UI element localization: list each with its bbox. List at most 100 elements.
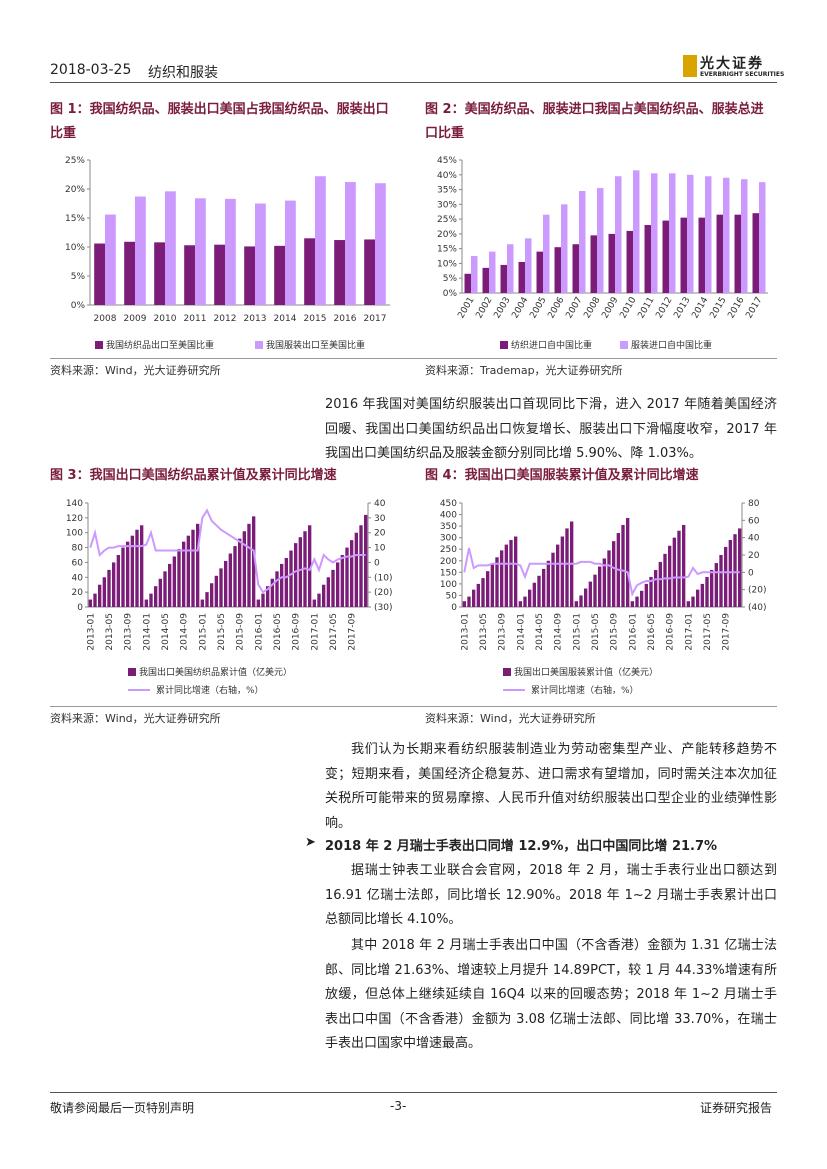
x-tick-label: 2017 [744, 296, 764, 321]
bullet-heading: 2018 年 2 月瑞士手表出口同增 12.9%，出口中国同比增 21.7% [325, 839, 718, 854]
bar [228, 553, 233, 607]
bar [677, 530, 681, 607]
x-tick-label: 2010 [618, 295, 638, 320]
y-tick-label: 0 [77, 603, 83, 613]
bar [167, 563, 172, 607]
x-tick-label: 2007 [564, 296, 584, 321]
bar [705, 176, 712, 293]
bar [105, 214, 116, 305]
x-tick-label: 2009 [124, 314, 147, 324]
bar [135, 529, 139, 607]
bar [555, 544, 560, 607]
bar [307, 525, 312, 607]
x-tick-label: 2015-09 [610, 613, 620, 651]
bar [165, 191, 176, 305]
header-date: 2018-03-25 [50, 62, 132, 78]
legend-swatch [128, 668, 136, 676]
bar [716, 214, 723, 293]
bar [364, 239, 375, 305]
bar [663, 553, 667, 607]
bar [523, 596, 527, 607]
bar [270, 578, 275, 607]
bar [574, 601, 579, 607]
bar [579, 191, 586, 293]
y2-tick-label: (20) [374, 588, 392, 598]
x-tick-label: 2014-09 [180, 613, 190, 651]
bar [237, 538, 242, 607]
bar [507, 244, 514, 293]
y2-tick-label: (40) [748, 603, 766, 613]
bar [242, 531, 247, 607]
bar [195, 523, 200, 607]
y-tick-label: 25% [437, 215, 457, 225]
x-tick-label: 2011 [636, 296, 656, 321]
bar [680, 217, 687, 293]
bar [579, 595, 583, 607]
y2-tick-label: 10 [374, 544, 386, 554]
legend-label: 服装进口自中国比重 [631, 339, 712, 351]
bar [186, 535, 191, 607]
bar [633, 170, 640, 293]
bar [88, 599, 93, 607]
bar [546, 560, 551, 607]
bar [177, 549, 181, 607]
bar [256, 599, 261, 607]
bar [195, 198, 206, 305]
bar [209, 583, 214, 607]
bar [686, 601, 691, 607]
x-tick-label: 2017-09 [722, 613, 732, 651]
bar [130, 535, 135, 607]
x-tick-label: 2008 [582, 295, 602, 320]
bar [321, 584, 326, 607]
bar [608, 233, 615, 293]
x-tick-label: 2015-09 [236, 613, 246, 651]
figure-title: 图 3：我国出口美国纺织品累计值及累计同比增速 [50, 468, 337, 483]
bar [163, 571, 167, 607]
bar [597, 566, 602, 607]
bar [518, 261, 525, 293]
x-tick-label: 2013-09 [124, 613, 134, 651]
y-tick-label: 150 [440, 568, 457, 578]
bar [116, 555, 121, 607]
bar [719, 555, 723, 607]
bar [698, 217, 705, 293]
x-tick-label: 2016-09 [666, 613, 676, 651]
x-tick-label: 2013-01 [86, 613, 96, 651]
y-tick-label: 0 [451, 603, 457, 613]
bar [97, 584, 102, 607]
x-tick-label: 2013-05 [479, 613, 489, 651]
y-tick-label: 100 [66, 529, 83, 539]
bar [687, 174, 694, 293]
bar [588, 581, 593, 607]
bar [489, 251, 496, 293]
y-tick-label: 5% [71, 272, 86, 282]
bar [681, 524, 686, 607]
x-tick-label: 2013 [244, 314, 267, 324]
bar [149, 593, 153, 607]
bar [274, 245, 285, 305]
bar [714, 563, 719, 607]
bar [543, 214, 550, 293]
bar [255, 203, 266, 305]
figure-source: 资料来源：Trademap，光大证券研究所 [425, 364, 623, 377]
legend-swatch [500, 341, 508, 349]
bar [733, 534, 737, 607]
bar [121, 547, 125, 607]
bar [334, 240, 345, 305]
legend-swatch [503, 668, 511, 676]
figure-title: 图 4：我国出口美国服装累计值及累计同比增速 [425, 468, 699, 483]
bar [244, 246, 255, 305]
bar [602, 558, 607, 607]
x-tick-label: 2017-01 [684, 613, 694, 651]
x-tick-label: 2015-01 [572, 613, 582, 651]
y-tick-label: 15% [65, 214, 85, 224]
bar [565, 528, 569, 607]
figure-title: 图 2：美国纺织品、服装进口我国占美国纺织品、服装总进口比重 [425, 102, 764, 141]
footer-label: 证券研究报告 [700, 1101, 773, 1115]
x-tick-label: 2015 [304, 314, 327, 324]
bar [265, 586, 270, 607]
bar [172, 556, 177, 607]
bar [471, 589, 476, 607]
source-rule [50, 706, 777, 707]
